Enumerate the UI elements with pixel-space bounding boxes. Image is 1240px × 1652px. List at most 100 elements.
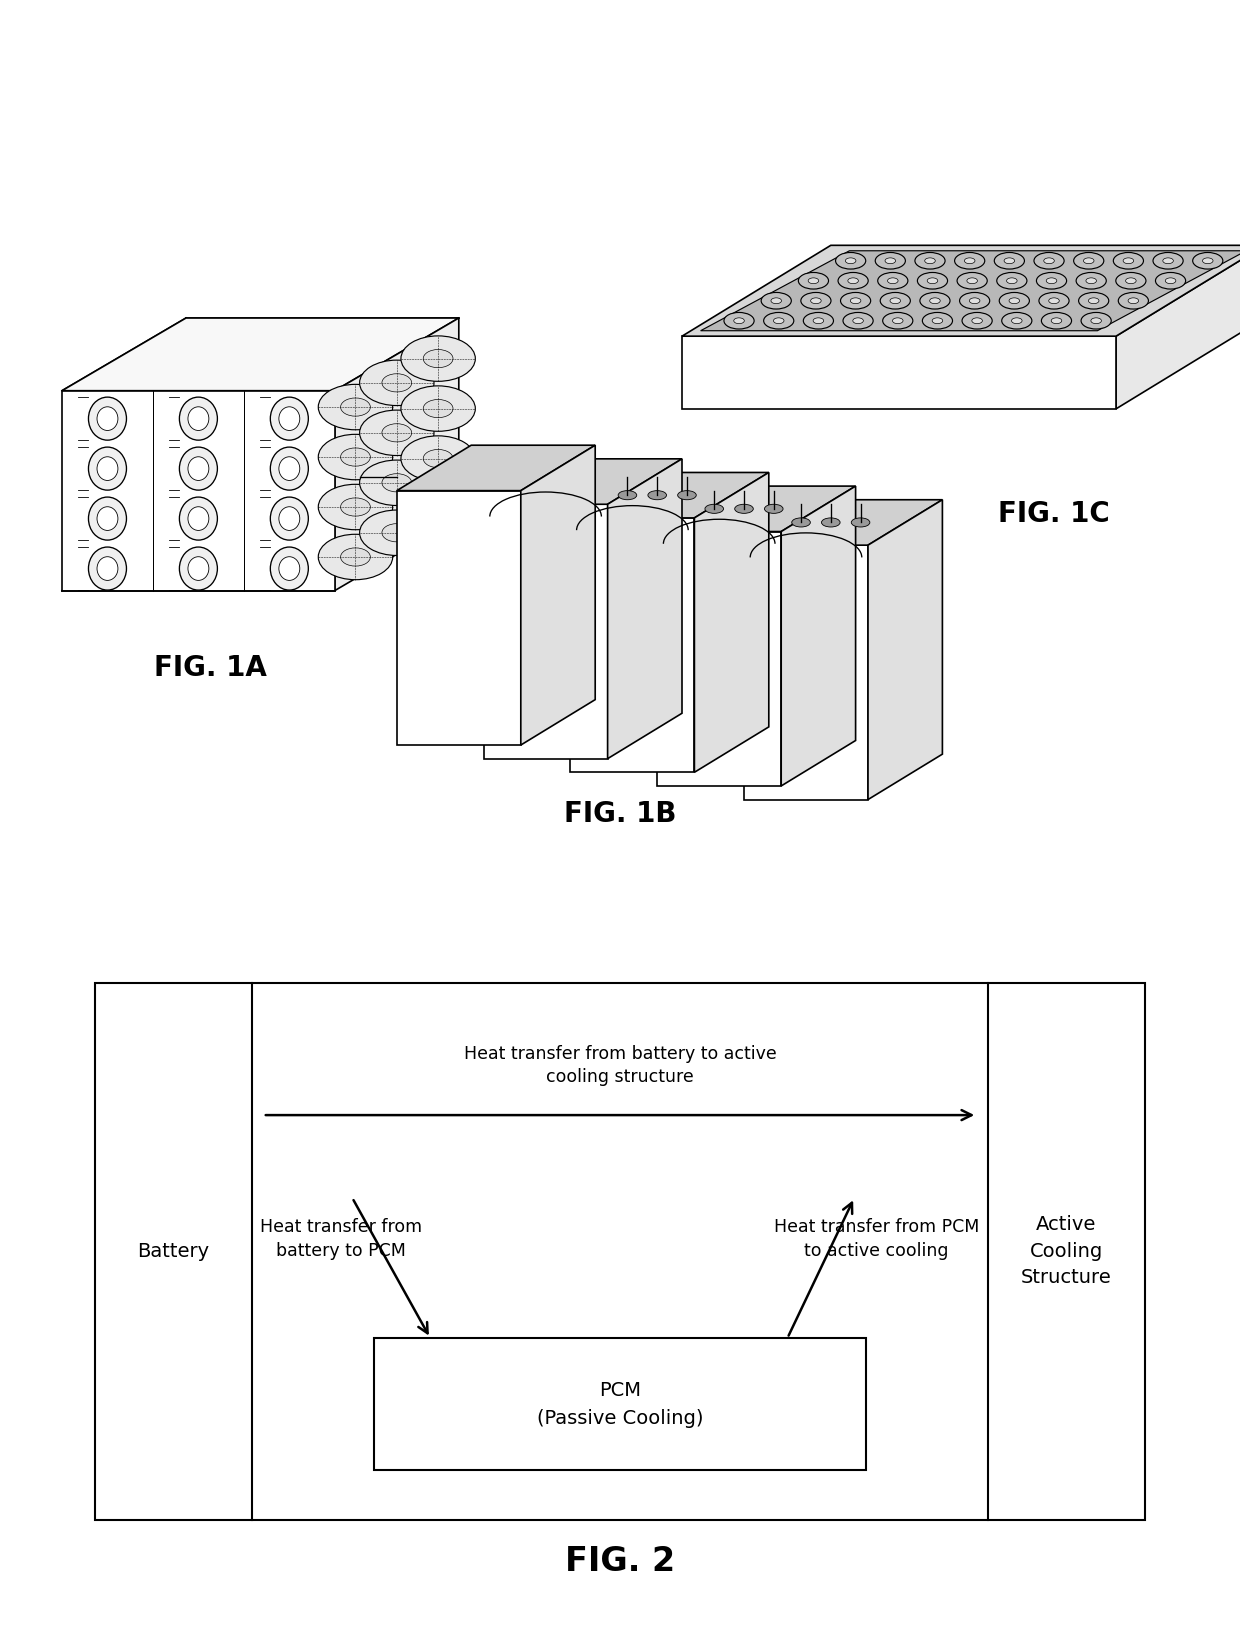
Polygon shape [484,459,682,504]
Ellipse shape [774,317,784,324]
Ellipse shape [188,557,208,580]
Ellipse shape [836,253,866,269]
Ellipse shape [1156,273,1185,289]
Polygon shape [657,486,856,532]
Ellipse shape [764,504,784,514]
Polygon shape [62,390,335,591]
Ellipse shape [97,507,118,530]
Ellipse shape [893,317,903,324]
Polygon shape [521,444,595,745]
Ellipse shape [804,312,833,329]
Ellipse shape [360,510,434,555]
Text: Heat transfer from battery to active
cooling structure: Heat transfer from battery to active coo… [464,1044,776,1087]
Ellipse shape [1074,253,1104,269]
Ellipse shape [999,292,1029,309]
Ellipse shape [704,504,724,514]
Ellipse shape [1049,297,1059,304]
Polygon shape [484,504,608,758]
Ellipse shape [401,387,475,431]
Ellipse shape [97,406,118,431]
Ellipse shape [341,548,371,567]
Ellipse shape [1081,312,1111,329]
Ellipse shape [915,253,945,269]
Ellipse shape [822,519,841,527]
Ellipse shape [724,312,754,329]
Ellipse shape [761,292,791,309]
Ellipse shape [994,253,1024,269]
Ellipse shape [279,557,300,580]
Text: Heat transfer from PCM
to active cooling: Heat transfer from PCM to active cooling [774,1218,980,1260]
Text: FIG. 1C: FIG. 1C [998,499,1110,527]
Ellipse shape [1002,312,1032,329]
Polygon shape [374,1338,866,1470]
Ellipse shape [1034,253,1064,269]
Ellipse shape [319,534,393,580]
Ellipse shape [401,436,475,481]
Ellipse shape [801,292,831,309]
Ellipse shape [972,317,982,324]
Ellipse shape [875,253,905,269]
Text: Battery: Battery [138,1242,210,1260]
Ellipse shape [88,396,126,439]
Polygon shape [397,491,521,745]
Ellipse shape [382,423,412,441]
Polygon shape [570,519,694,773]
Ellipse shape [270,547,309,590]
Ellipse shape [423,350,453,368]
Polygon shape [397,444,595,491]
Ellipse shape [382,373,412,392]
Ellipse shape [1163,258,1173,264]
Ellipse shape [1128,297,1138,304]
Ellipse shape [270,448,309,491]
Ellipse shape [852,519,870,527]
Ellipse shape [970,297,980,304]
Ellipse shape [848,278,858,284]
Ellipse shape [270,396,309,439]
Ellipse shape [401,486,475,532]
Ellipse shape [649,491,667,499]
Ellipse shape [97,456,118,481]
Ellipse shape [341,398,371,416]
Ellipse shape [423,499,453,517]
Ellipse shape [960,292,990,309]
Ellipse shape [188,507,208,530]
Ellipse shape [360,459,434,506]
Ellipse shape [841,292,870,309]
Ellipse shape [932,317,942,324]
Polygon shape [95,983,1145,1520]
Text: FIG. 1B: FIG. 1B [564,800,676,828]
Ellipse shape [423,400,453,418]
Ellipse shape [88,448,126,491]
Polygon shape [781,486,856,786]
Ellipse shape [279,456,300,481]
Polygon shape [744,499,942,545]
Ellipse shape [401,335,475,382]
Ellipse shape [188,406,208,431]
Ellipse shape [997,273,1027,289]
Ellipse shape [1153,253,1183,269]
Ellipse shape [846,258,856,264]
Ellipse shape [813,317,823,324]
Ellipse shape [1012,317,1022,324]
Ellipse shape [890,297,900,304]
Ellipse shape [838,273,868,289]
Polygon shape [1116,246,1240,408]
Polygon shape [682,246,1240,337]
Ellipse shape [360,410,434,456]
Ellipse shape [1037,273,1066,289]
Ellipse shape [925,258,935,264]
Polygon shape [570,472,769,519]
Ellipse shape [885,258,895,264]
Ellipse shape [1203,258,1213,264]
Ellipse shape [1042,312,1071,329]
Ellipse shape [279,507,300,530]
Ellipse shape [962,312,992,329]
Ellipse shape [878,273,908,289]
Ellipse shape [808,278,818,284]
Ellipse shape [1052,317,1061,324]
Ellipse shape [1044,258,1054,264]
Polygon shape [657,532,781,786]
Ellipse shape [930,297,940,304]
Text: PCM
(Passive Cooling): PCM (Passive Cooling) [537,1381,703,1427]
Ellipse shape [88,497,126,540]
